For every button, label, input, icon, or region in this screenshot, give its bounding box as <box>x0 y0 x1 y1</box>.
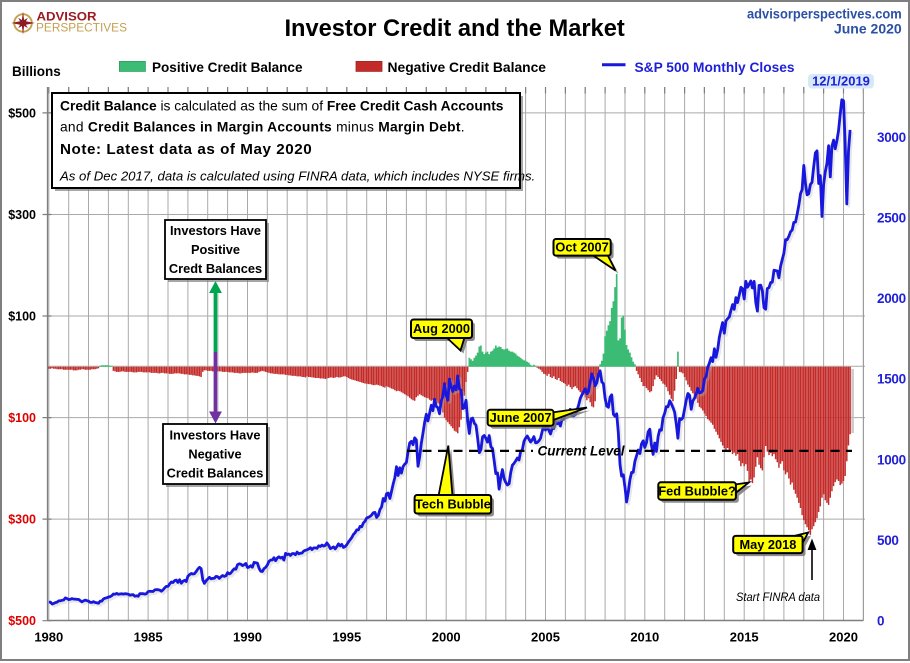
svg-text:PERSPECTIVES: PERSPECTIVES <box>36 21 127 35</box>
svg-text:Negative: Negative <box>188 447 241 462</box>
svg-text:2000: 2000 <box>432 630 461 645</box>
svg-text:Start FINRA data: Start FINRA data <box>736 590 820 604</box>
svg-text:12/1/2019: 12/1/2019 <box>812 74 870 89</box>
svg-text:advisorperspectives.com: advisorperspectives.com <box>747 5 902 21</box>
svg-text:1990: 1990 <box>233 630 262 645</box>
svg-text:2005: 2005 <box>531 630 560 645</box>
svg-text:Tech Bubble: Tech Bubble <box>415 497 491 512</box>
svg-text:Note: Latest data as of May 20: Note: Latest data as of May 2020 <box>60 141 312 158</box>
svg-text:and Credit Balances in Margin: and Credit Balances in Margin Accounts m… <box>60 120 465 135</box>
svg-text:Oct 2007: Oct 2007 <box>555 240 608 255</box>
svg-text:2500: 2500 <box>877 211 906 226</box>
svg-text:1995: 1995 <box>332 630 361 645</box>
svg-text:Credt Balances: Credt Balances <box>169 261 262 276</box>
svg-text:Current Level: Current Level <box>537 444 624 459</box>
svg-text:$300: $300 <box>8 513 36 527</box>
svg-text:Fed Bubble?: Fed Bubble? <box>658 483 736 498</box>
svg-text:0: 0 <box>877 614 884 629</box>
svg-text:June 2007: June 2007 <box>490 410 552 425</box>
svg-text:ADVISOR: ADVISOR <box>37 9 98 23</box>
svg-text:$300: $300 <box>8 208 36 222</box>
svg-text:500: 500 <box>877 533 899 548</box>
svg-text:Aug 2000: Aug 2000 <box>413 321 470 336</box>
svg-text:1500: 1500 <box>877 372 906 387</box>
svg-text:$100: $100 <box>8 310 36 324</box>
svg-text:3000: 3000 <box>877 130 906 145</box>
svg-text:1985: 1985 <box>134 630 163 645</box>
svg-text:Investor Credit and the Market: Investor Credit and the Market <box>284 15 624 42</box>
svg-text:Credit Balance is calculated a: Credit Balance is calculated as the sum … <box>60 99 504 114</box>
svg-text:May 2018: May 2018 <box>739 537 796 552</box>
svg-text:$100: $100 <box>8 411 36 425</box>
svg-text:2010: 2010 <box>630 630 659 645</box>
svg-text:$500: $500 <box>8 614 36 628</box>
svg-text:Investors Have: Investors Have <box>169 428 260 443</box>
svg-text:$500: $500 <box>8 106 36 120</box>
svg-text:2015: 2015 <box>730 630 759 645</box>
svg-text:S&P 500 Monthly Closes: S&P 500 Monthly Closes <box>635 60 795 76</box>
svg-text:1980: 1980 <box>34 630 63 645</box>
svg-text:Positive Credit Balance: Positive Credit Balance <box>152 60 303 76</box>
svg-text:2000: 2000 <box>877 291 906 306</box>
svg-text:Negative Credit Balance: Negative Credit Balance <box>388 60 547 76</box>
svg-text:Credit Balances: Credit Balances <box>167 466 264 481</box>
svg-text:Billions: Billions <box>12 64 61 79</box>
svg-text:June 2020: June 2020 <box>834 20 902 36</box>
svg-text:Positive: Positive <box>191 242 240 257</box>
svg-text:1000: 1000 <box>877 452 906 467</box>
svg-text:2020: 2020 <box>829 630 858 645</box>
svg-text:Investors Have: Investors Have <box>170 223 261 238</box>
svg-text:As of Dec 2017, data is calcul: As of Dec 2017, data is calculated using… <box>59 169 535 184</box>
